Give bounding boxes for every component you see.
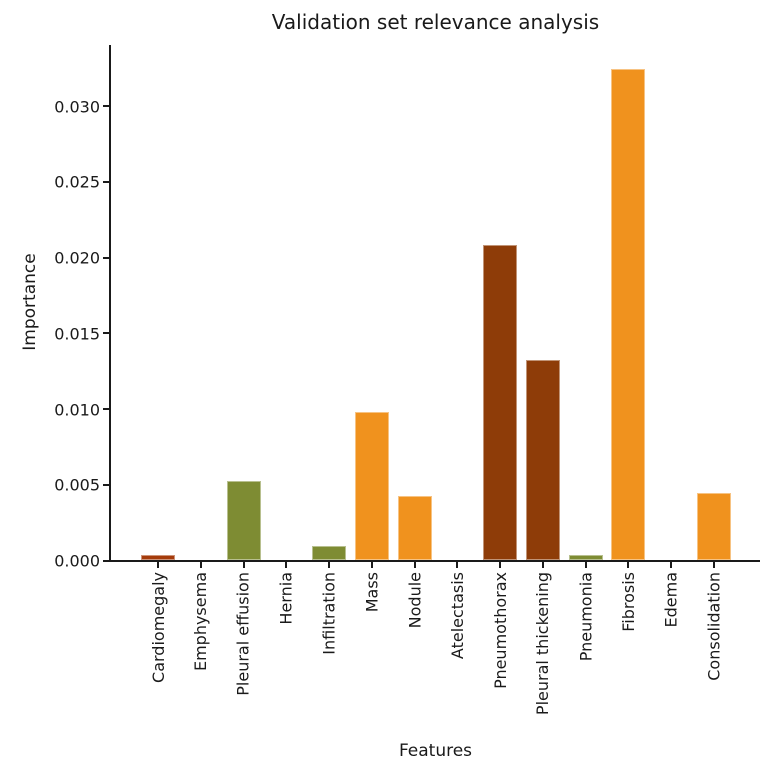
x-tick-label-infiltration: Infiltration xyxy=(319,572,339,655)
x-tick-label-emphysema: Emphysema xyxy=(191,572,211,672)
bar-nodule xyxy=(397,496,432,560)
y-tick-label-0.010: 0.010 xyxy=(54,400,100,420)
x-tick-label-hernia: Hernia xyxy=(276,572,296,625)
bar-pneumonia xyxy=(568,555,603,560)
x-tick-mark-mass xyxy=(370,562,373,568)
y-tick-label-0.005: 0.005 xyxy=(54,475,100,495)
x-tick-mark-consolidation xyxy=(712,562,715,568)
x-tick-mark-pleural-effusion xyxy=(242,562,245,568)
y-tick-mark-0.025 xyxy=(103,180,109,183)
y-tick-mark-0.015 xyxy=(103,332,109,335)
x-tick-label-pleural-effusion: Pleural effusion xyxy=(234,572,253,696)
x-tick-label-consolidation: Consolidation xyxy=(704,572,724,681)
y-tick-mark-0.020 xyxy=(103,256,109,259)
x-tick-label-edema: Edema xyxy=(661,572,681,628)
x-tick-mark-pleural-thickening xyxy=(541,562,544,568)
y-tick-label-0.015: 0.015 xyxy=(54,324,100,344)
x-tick-mark-edema xyxy=(670,562,672,568)
bar-fibrosis xyxy=(611,69,646,560)
y-tick-mark-0.030 xyxy=(103,105,109,108)
x-tick-label-pneumothorax: Pneumothorax xyxy=(490,572,510,689)
y-tick-mark-0.000 xyxy=(103,559,109,562)
x-tick-mark-pneumonia xyxy=(584,562,587,568)
y-tick-mark-0.010 xyxy=(103,408,109,411)
x-tick-label-fibrosis: Fibrosis xyxy=(618,572,638,632)
x-tick-mark-fibrosis xyxy=(627,562,630,568)
chart-title: Validation set relevance analysis xyxy=(271,10,600,34)
x-tick-mark-hernia xyxy=(285,562,288,568)
plot-area xyxy=(109,45,760,562)
x-tick-mark-atelectasis xyxy=(456,562,459,568)
y-tick-mark-0.005 xyxy=(103,483,109,486)
bar-infiltration xyxy=(312,546,346,560)
x-tick-label-atelectasis: Atelectasis xyxy=(447,572,467,660)
bar-mass xyxy=(354,411,389,560)
x-tick-label-pneumonia: Pneumonia xyxy=(576,572,595,662)
x-tick-label-nodule: Nodule xyxy=(405,572,424,629)
x-tick-label-pleural-thickening: Pleural thickening xyxy=(533,572,553,716)
y-tick-label-0.000: 0.000 xyxy=(54,551,100,571)
bar-cardiomegaly xyxy=(141,555,175,560)
y-tick-label-0.030: 0.030 xyxy=(54,97,100,117)
x-tick-mark-nodule xyxy=(413,562,416,568)
bar-consolidation xyxy=(696,493,731,560)
bar-pleural-effusion xyxy=(226,481,261,560)
x-tick-mark-emphysema xyxy=(199,562,202,568)
x-tick-label-mass: Mass xyxy=(362,572,382,613)
y-tick-label-0.020: 0.020 xyxy=(54,248,100,268)
x-axis-label: Features xyxy=(398,741,473,761)
x-tick-mark-infiltration xyxy=(328,562,330,568)
x-tick-mark-pneumothorax xyxy=(499,562,501,568)
y-tick-label-0.025: 0.025 xyxy=(54,172,100,192)
bar-pleural-thickening xyxy=(525,360,560,560)
x-tick-label-cardiomegaly: Cardiomegaly xyxy=(148,572,168,683)
y-axis-label: Importance xyxy=(20,253,40,351)
bar-pneumothorax xyxy=(483,244,517,560)
x-tick-mark-cardiomegaly xyxy=(157,562,159,568)
